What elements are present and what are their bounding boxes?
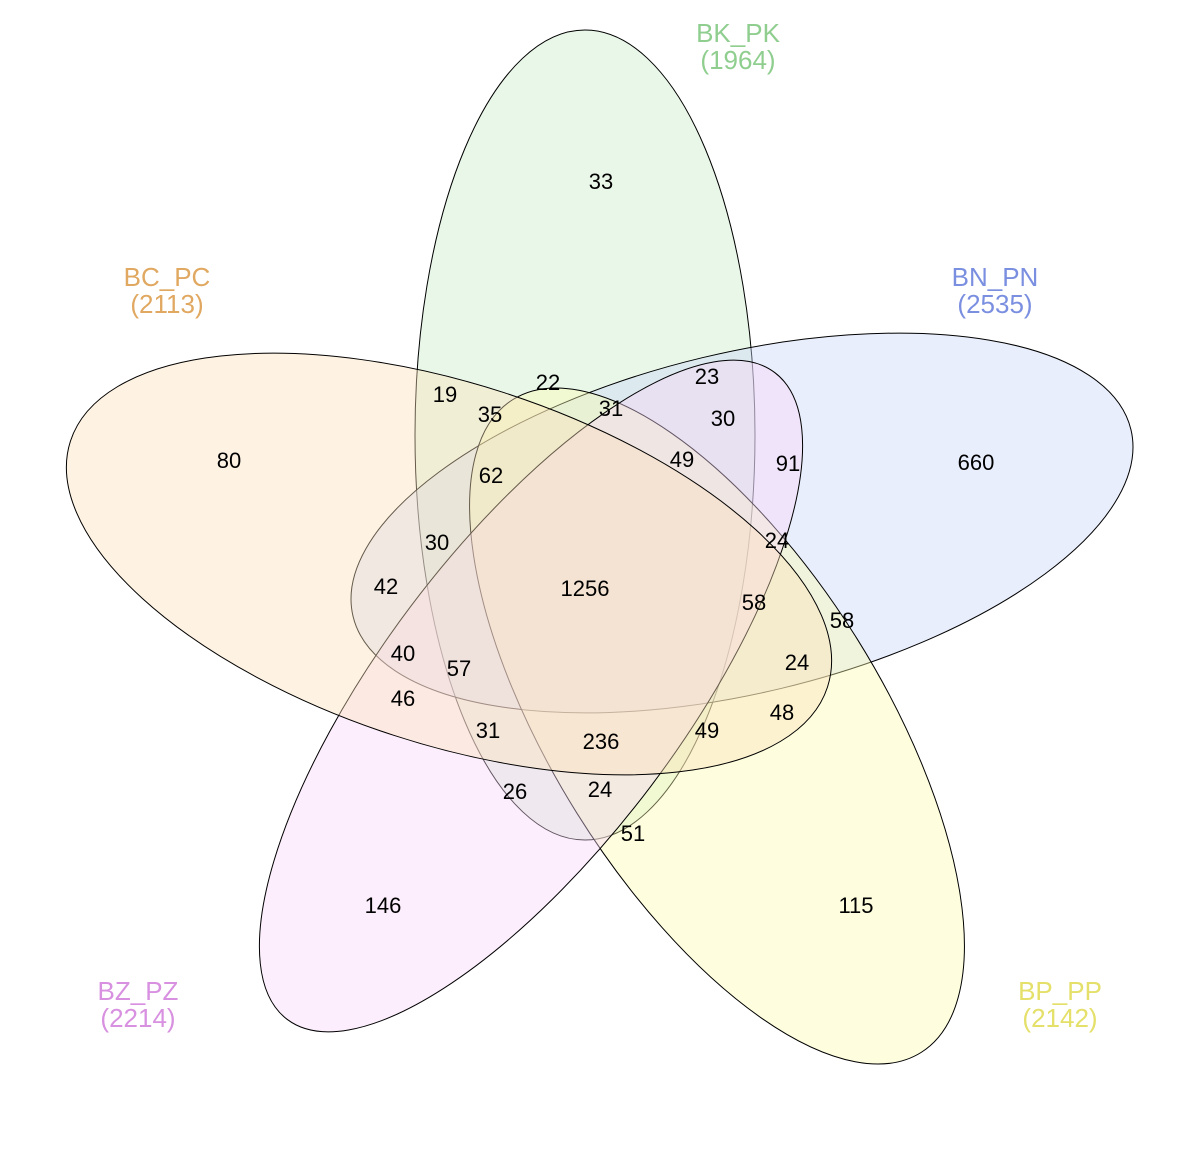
region-count: 91	[776, 451, 800, 476]
region-count: 146	[365, 893, 402, 918]
region-count: 31	[599, 396, 623, 421]
set-ellipse-bn	[350, 332, 1134, 714]
region-count: 80	[217, 448, 241, 473]
region-count: 26	[503, 779, 527, 804]
region-count: 19	[433, 382, 457, 407]
region-count: 23	[695, 364, 719, 389]
set-total-bz: (2214)	[100, 1003, 175, 1033]
set-total-bn: (2535)	[957, 289, 1032, 319]
set-name-bz: BZ_PZ	[98, 976, 179, 1006]
set-name-bp: BP_PP	[1018, 976, 1102, 1006]
region-count: 660	[958, 450, 995, 475]
set-ellipse-bk	[414, 29, 756, 841]
region-count: 51	[621, 821, 645, 846]
set-name-bc: BC_PC	[124, 262, 211, 292]
region-count: 24	[765, 528, 789, 553]
set-ellipse-bz	[258, 359, 804, 1033]
region-count: 46	[391, 686, 415, 711]
region-count: 30	[711, 406, 735, 431]
region-count: 48	[770, 700, 794, 725]
region-count: 57	[447, 656, 471, 681]
region-count: 40	[391, 641, 415, 666]
region-count: 33	[589, 169, 613, 194]
set-total-bc: (2113)	[130, 289, 203, 319]
region-count: 236	[583, 729, 620, 754]
region-count: 35	[478, 402, 502, 427]
set-ellipse-bc	[65, 352, 833, 776]
set-name-bk: BK_PK	[696, 18, 780, 48]
region-count: 31	[476, 718, 500, 743]
set-name-bn: BN_PN	[952, 262, 1039, 292]
set-total-bp: (2142)	[1022, 1003, 1097, 1033]
region-count: 1256	[561, 576, 610, 601]
region-count: 115	[838, 893, 873, 918]
region-count: 42	[374, 574, 398, 599]
set-ellipse-bp	[469, 387, 965, 1065]
region-count: 24	[588, 777, 612, 802]
region-count: 49	[695, 718, 719, 743]
region-count: 58	[742, 590, 766, 615]
region-count: 30	[425, 530, 449, 555]
region-count: 58	[830, 608, 854, 633]
region-count: 22	[536, 370, 560, 395]
set-total-bk: (1964)	[700, 45, 775, 75]
region-count: 24	[785, 650, 809, 675]
region-count: 49	[670, 447, 694, 472]
region-count: 62	[479, 463, 503, 488]
